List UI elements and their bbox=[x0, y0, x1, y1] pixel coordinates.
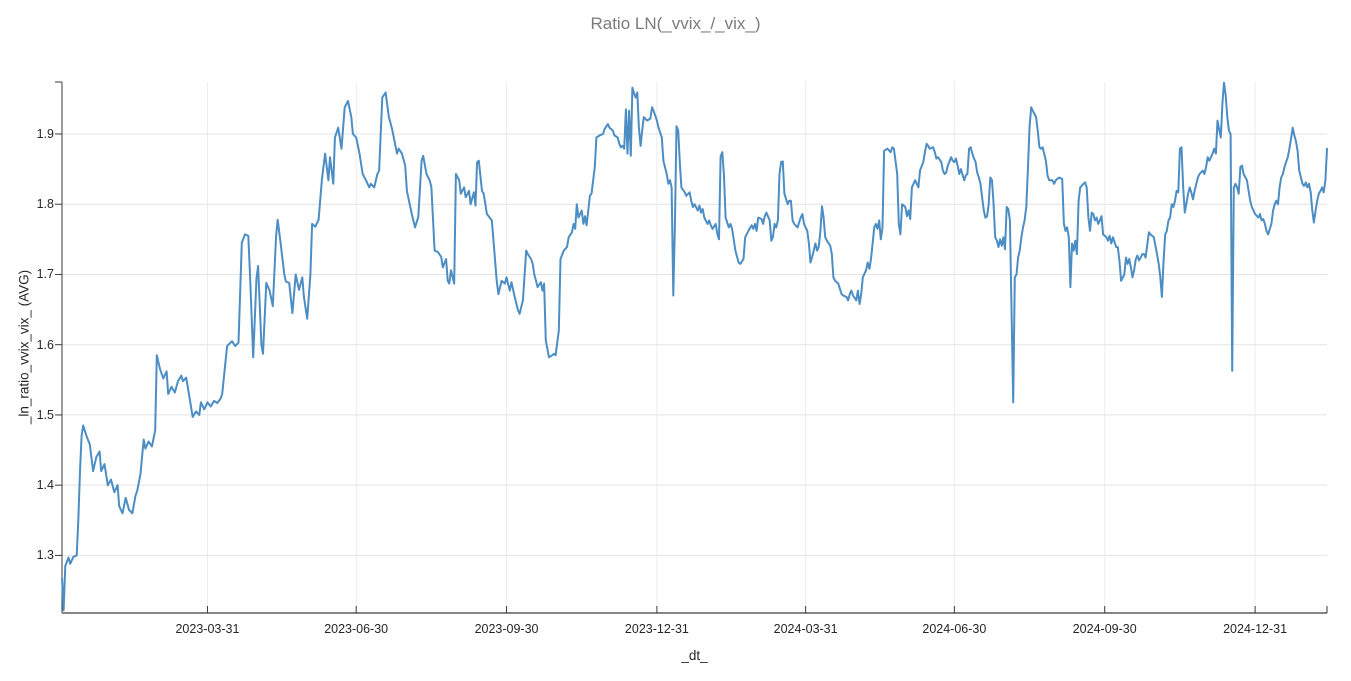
x-tick-label: 2024-03-31 bbox=[773, 622, 838, 636]
x-tick-label: 2023-03-31 bbox=[175, 622, 240, 636]
x-axis-label: _dt_ bbox=[681, 648, 708, 663]
x-tick-label: 2023-12-31 bbox=[624, 622, 689, 636]
x-tick-label: 2023-06-30 bbox=[324, 622, 389, 636]
y-tick-label: 1.3 bbox=[36, 548, 54, 563]
chart-title: Ratio LN(_vvix_/_vix_) bbox=[590, 14, 761, 33]
y-tick-label: 1.4 bbox=[36, 478, 54, 493]
series-line bbox=[61, 81, 1328, 612]
x-tick-label: 2024-09-30 bbox=[1072, 622, 1137, 636]
y-tick-label: 1.9 bbox=[36, 126, 54, 141]
x-tick-label: 2024-06-30 bbox=[922, 622, 987, 636]
x-tick-label: 2024-12-31 bbox=[1223, 622, 1288, 636]
y-tick-label: 1.5 bbox=[36, 407, 54, 422]
x-tick-label: 2023-09-30 bbox=[474, 622, 539, 636]
y-tick-label: 1.8 bbox=[36, 197, 54, 212]
y-tick-label: 1.7 bbox=[36, 267, 54, 282]
y-tick-label: 1.6 bbox=[36, 337, 54, 352]
